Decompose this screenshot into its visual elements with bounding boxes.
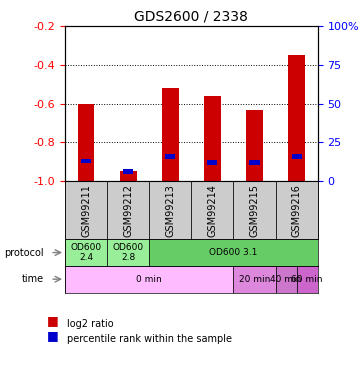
FancyBboxPatch shape (275, 181, 318, 239)
Text: 20 min: 20 min (239, 275, 270, 284)
Bar (107, 239, 149, 266)
FancyBboxPatch shape (234, 181, 275, 239)
FancyBboxPatch shape (149, 181, 191, 239)
Bar (275, 266, 297, 292)
Bar (162, 88, 179, 181)
Bar (65, 266, 234, 292)
Title: GDS2600 / 2338: GDS2600 / 2338 (134, 10, 248, 24)
Text: time: time (22, 274, 44, 284)
Text: OD600
2.4: OD600 2.4 (70, 243, 101, 262)
FancyBboxPatch shape (65, 181, 107, 239)
Bar (78, 104, 95, 181)
Text: 0 min: 0 min (136, 275, 162, 284)
Bar (204, 96, 221, 181)
Bar (81, 159, 91, 164)
Bar (123, 170, 133, 174)
Text: GSM99212: GSM99212 (123, 184, 133, 237)
Text: GSM99215: GSM99215 (249, 184, 260, 237)
Bar (249, 160, 260, 165)
Text: OD600
2.8: OD600 2.8 (113, 243, 144, 262)
Bar (165, 154, 175, 159)
Text: percentile rank within the sample: percentile rank within the sample (67, 334, 232, 344)
Text: log2 ratio: log2 ratio (67, 320, 113, 329)
Bar (207, 160, 217, 165)
Text: GSM99213: GSM99213 (165, 184, 175, 237)
Bar (246, 110, 263, 181)
Text: 60 min: 60 min (291, 275, 323, 284)
Bar (120, 171, 136, 181)
Text: OD600 3.1: OD600 3.1 (209, 248, 258, 257)
FancyBboxPatch shape (107, 181, 149, 239)
Text: GSM99211: GSM99211 (81, 184, 91, 237)
Bar (234, 266, 275, 292)
Bar (149, 239, 318, 266)
Text: ■: ■ (47, 314, 59, 327)
Bar (288, 55, 305, 181)
Text: protocol: protocol (4, 248, 44, 258)
Bar (65, 239, 107, 266)
Text: GSM99216: GSM99216 (292, 184, 302, 237)
Text: ■: ■ (47, 329, 59, 342)
Text: GSM99214: GSM99214 (207, 184, 217, 237)
Text: 40 min: 40 min (270, 275, 302, 284)
Bar (292, 154, 302, 159)
Bar (297, 266, 318, 292)
FancyBboxPatch shape (191, 181, 234, 239)
